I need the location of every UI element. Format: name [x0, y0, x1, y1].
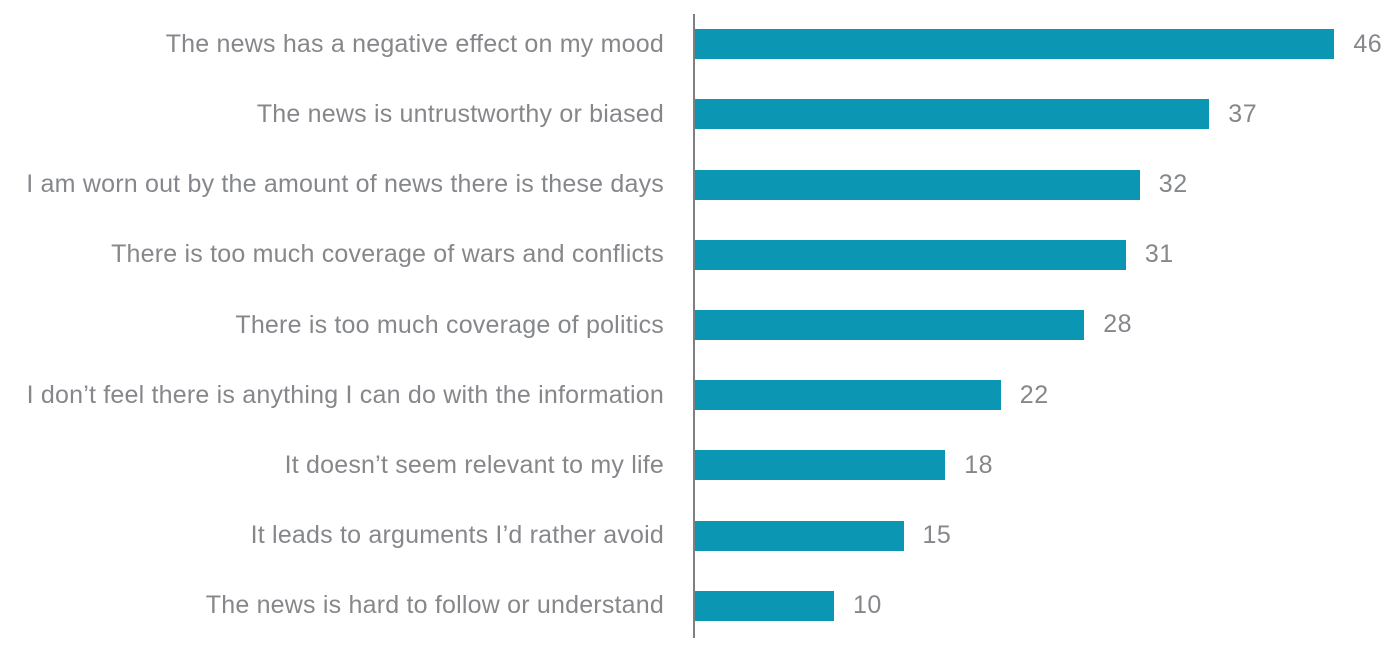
value-label: 28 [1103, 310, 1132, 339]
bar-track: 37 [679, 99, 1400, 130]
bar-track: 15 [679, 520, 1400, 551]
bar-track: 31 [679, 239, 1400, 270]
bar-track: 18 [679, 450, 1400, 481]
bar-track: 28 [679, 309, 1400, 340]
value-label: 46 [1353, 29, 1383, 58]
category-label: There is too much coverage of wars and c… [111, 240, 664, 269]
value-label: 18 [964, 450, 993, 479]
category-label: I am worn out by the amount of news ther… [26, 170, 664, 199]
bar-row: I am worn out by the amount of news ther… [0, 149, 1400, 219]
value-label: 32 [1158, 170, 1188, 199]
value-label: 10 [853, 591, 882, 620]
bar-row: It leads to arguments I’d rather avoid 1… [0, 501, 1400, 571]
value-label: 22 [1019, 380, 1049, 409]
category-label: The news has a negative effect on my moo… [165, 29, 664, 58]
bar-row: The news is untrustworthy or biased 37 [0, 79, 1400, 149]
bar-row: There is too much coverage of wars and c… [0, 220, 1400, 290]
bar [695, 520, 904, 551]
bar-row: It doesn’t seem relevant to my life 18 [0, 430, 1400, 500]
bar-track: 22 [679, 380, 1400, 411]
bar-row: There is too much coverage of politics 2… [0, 290, 1400, 360]
bar-row: I don’t feel there is anything I can do … [0, 360, 1400, 430]
bar [695, 29, 1335, 60]
value-label: 15 [922, 521, 952, 550]
category-label: It leads to arguments I’d rather avoid [250, 521, 664, 550]
value-label: 37 [1228, 99, 1258, 128]
y-axis-baseline [693, 14, 695, 638]
bar-track: 46 [679, 29, 1400, 60]
value-label: 31 [1144, 240, 1174, 269]
bar [695, 309, 1085, 340]
bar [695, 239, 1126, 270]
rows: The news has a negative effect on my moo… [0, 9, 1400, 641]
category-label: There is too much coverage of politics [235, 310, 664, 339]
category-label: It doesn’t seem relevant to my life [284, 451, 664, 480]
bar [695, 99, 1210, 130]
category-label: I don’t feel there is anything I can do … [26, 380, 664, 409]
bar [695, 169, 1140, 200]
bar-row: The news is hard to follow or understand… [0, 571, 1400, 641]
bar [695, 380, 1001, 411]
bar-track: 10 [679, 590, 1400, 621]
bar [695, 590, 834, 621]
bar-track: 32 [679, 169, 1400, 200]
bar-row: The news has a negative effect on my moo… [0, 9, 1400, 79]
category-label: The news is untrustworthy or biased [256, 99, 664, 128]
category-label: The news is hard to follow or understand [205, 591, 664, 620]
bar [695, 450, 946, 481]
